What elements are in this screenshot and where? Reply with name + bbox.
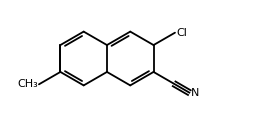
Text: CH₃: CH₃ — [17, 79, 38, 89]
Text: Cl: Cl — [176, 28, 187, 38]
Text: N: N — [191, 88, 200, 98]
